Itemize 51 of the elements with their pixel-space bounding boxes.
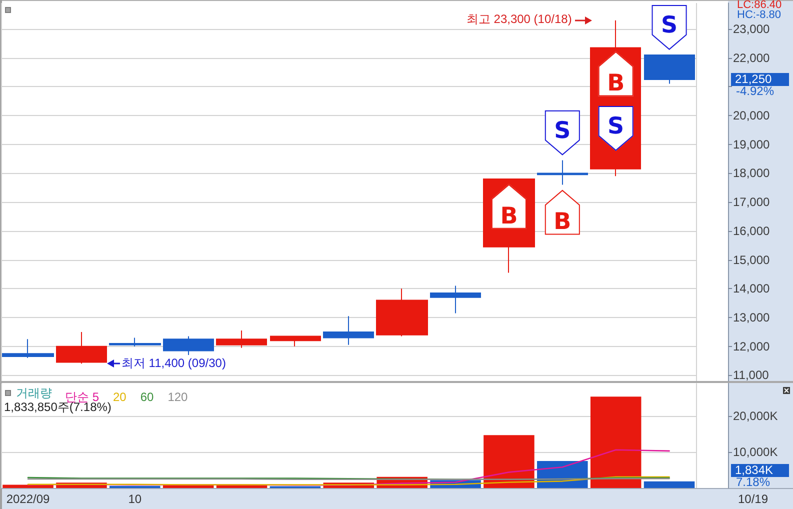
text: 21,250 [731, 72, 789, 86]
data-label: S [554, 118, 571, 144]
candlestick [216, 330, 267, 348]
bar [590, 396, 642, 488]
y-tick-label: 22,000 [733, 50, 770, 65]
y-tick-label: 23,000 [733, 22, 770, 36]
y-tick-label: 13,000 [733, 310, 770, 325]
candlestick [163, 336, 214, 356]
y-tick-label: 18,000 [733, 166, 770, 180]
text: LC:86.40 [737, 0, 782, 11]
line-series [27, 476, 670, 486]
bar [484, 435, 534, 488]
candlestick [323, 316, 374, 346]
x-tick-label: 10 [128, 492, 142, 506]
annotation: 최저 11,400 (09/30) [121, 356, 226, 370]
y-tick-label: 12,000 [733, 339, 770, 354]
data-label: B [607, 70, 625, 97]
data-label: S [660, 12, 678, 39]
x-tick-label: 2022/09 [6, 492, 50, 506]
text: HC:-8.80 [737, 9, 782, 21]
candlestick [270, 336, 321, 347]
y-tick-label: 10,000K [733, 445, 778, 460]
text: 7.18% [736, 475, 770, 489]
data-label: B [500, 203, 518, 230]
candlestick [56, 331, 107, 364]
candlestick [537, 160, 588, 186]
annotation: 최고 23,300 (10/18) [466, 12, 572, 26]
y-tick-label: 17,000 [733, 195, 770, 210]
candlestick [376, 288, 428, 337]
text: 10/19 [738, 492, 768, 506]
y-tick-label: 15,000 [733, 252, 770, 267]
y-tick-label: 11,000 [733, 368, 770, 382]
y-tick-label: 19,000 [733, 137, 770, 152]
y-tick-label: 16,000 [733, 224, 770, 238]
legend-title: 거래량 [16, 386, 52, 400]
candlestick [644, 54, 695, 84]
candlestick [109, 337, 161, 347]
bar [644, 481, 695, 488]
text: 1,834K [731, 462, 789, 476]
data-label: S [608, 114, 624, 140]
y-tick-label: 20,000 [733, 108, 770, 123]
y-tick-label: 20,000K [733, 409, 778, 424]
data-label: B [554, 209, 572, 236]
text: 20 [113, 390, 127, 404]
y-tick-label: 14,000 [733, 282, 770, 296]
text: -4.92% [736, 84, 774, 98]
text: 120 [168, 390, 188, 404]
text: 60 [140, 390, 154, 404]
candlestick [2, 338, 54, 358]
text: 단순 5 [65, 390, 100, 404]
candlestick [430, 285, 481, 314]
